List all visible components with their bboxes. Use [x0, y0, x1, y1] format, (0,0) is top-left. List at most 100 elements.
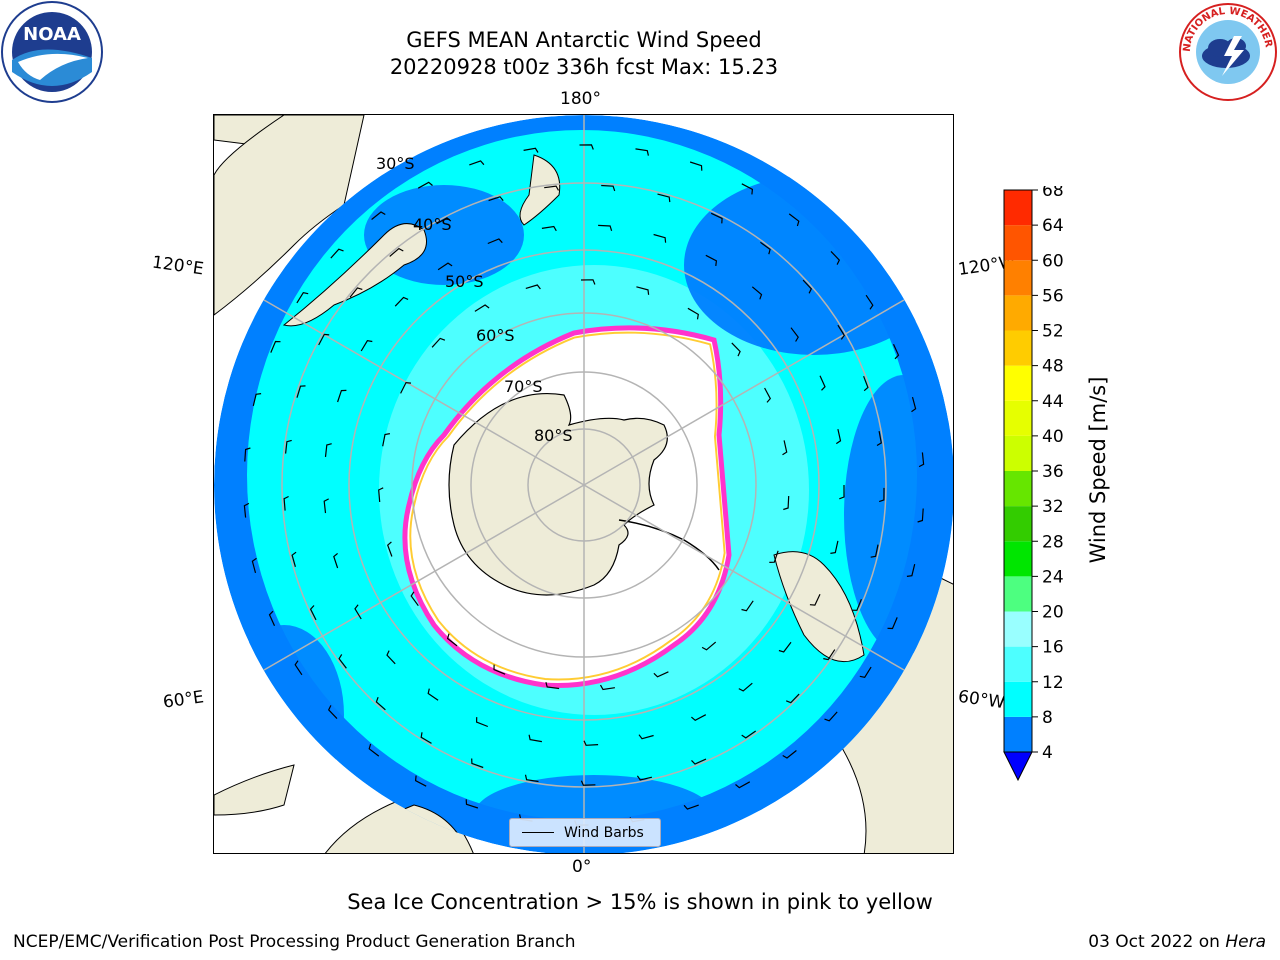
colorbar-bin	[1004, 365, 1032, 401]
noaa-logo-text: NOAA	[23, 24, 81, 45]
national-weather-service-logo: NATIONAL WEATHER SERVICE	[1176, 0, 1277, 101]
noaa-logo: NOAA	[1, 1, 103, 103]
wind-barb	[785, 693, 800, 704]
wind-barb	[892, 344, 900, 360]
wind-barb	[252, 393, 262, 407]
colorbar-tick-label: 48	[1042, 357, 1064, 377]
sea-ice-note: Sea Ice Concentration > 15% is shown in …	[347, 890, 933, 914]
wind-barb	[410, 591, 419, 607]
wind-barb	[878, 487, 885, 503]
wind-barb	[599, 684, 615, 691]
new-zealand	[519, 154, 561, 226]
colorbar-bin	[1004, 330, 1032, 366]
wind-barb	[824, 711, 838, 722]
wind-barb	[735, 781, 751, 789]
wind-barb	[691, 714, 707, 722]
wind-barb	[598, 224, 613, 231]
wind-barb	[906, 563, 916, 577]
wind-barb	[251, 557, 257, 574]
antarctica	[448, 393, 668, 596]
wind-barb	[859, 666, 872, 678]
wind-barb	[583, 740, 599, 746]
wind-barb	[431, 337, 446, 348]
colorbar-tick-label: 36	[1042, 462, 1064, 482]
wind-barb	[296, 385, 306, 398]
colorbar-tick-label: 40	[1042, 427, 1064, 447]
wind-barb	[523, 147, 539, 153]
wind-barb	[870, 544, 879, 558]
wind-barb	[270, 340, 281, 353]
longitude-label-120e: 120°E	[150, 252, 205, 280]
colorbar-tick-label: 20	[1042, 603, 1064, 623]
wind-barb	[705, 254, 718, 266]
colorbar-label: Wind Speed [m/s]	[1086, 376, 1110, 564]
colorbar-tick-label: 68	[1042, 186, 1064, 201]
wind-barb	[427, 688, 439, 701]
wind-barb	[918, 452, 925, 468]
colorbar-under-arrow	[1003, 751, 1033, 782]
colorbar-bin	[1004, 225, 1032, 261]
wind-barb	[417, 181, 433, 189]
colorbar-bin	[1004, 506, 1032, 542]
wind-barb	[830, 250, 841, 265]
wind-barb	[400, 381, 412, 394]
wind-barb	[488, 196, 504, 202]
wind-barb	[465, 799, 479, 809]
wind-barb	[738, 682, 753, 692]
latitude-label-70s: 70°S	[504, 377, 543, 396]
wind-barb	[243, 502, 250, 518]
latitude-label-30s: 30°S	[376, 154, 415, 173]
credit-line: NCEP/EMC/Verification Post Processing Pr…	[13, 932, 576, 952]
wind-barb	[244, 447, 251, 462]
wind-barb	[809, 593, 821, 606]
wind-barb	[691, 758, 707, 765]
chart-title: GEFS MEAN Antarctic Wind Speed	[406, 28, 762, 52]
wind-barb	[327, 705, 338, 720]
antarctic-peninsula	[618, 519, 720, 571]
wind-barb	[638, 734, 654, 740]
latitude-label-40s: 40°S	[413, 215, 452, 234]
wind-barb	[835, 428, 842, 445]
wind-barb	[371, 211, 386, 220]
wind-barb	[653, 233, 667, 243]
wind-barb	[579, 144, 594, 150]
colorbar-bin	[1004, 435, 1032, 471]
colorbar-bin	[1004, 646, 1032, 682]
date-text: 03 Oct 2022 on	[1088, 932, 1220, 952]
longitude-label-bottom: 0°	[572, 857, 592, 877]
wind-barb	[783, 495, 790, 511]
wind-barb	[710, 212, 723, 224]
colorbar-bin	[1004, 541, 1032, 577]
wind-barb	[471, 758, 484, 769]
wind-barb	[683, 804, 699, 810]
wind-barb	[911, 396, 917, 413]
wind-barb	[493, 664, 506, 675]
wind-barb	[741, 183, 754, 195]
wind-barb	[382, 433, 391, 447]
wind-barb	[580, 780, 596, 786]
chart-subtitle: 20220928 t00z 336h fcst Max: 15.23	[389, 55, 779, 79]
colorbar-bin	[1004, 260, 1032, 296]
wind-barb	[474, 304, 490, 312]
wind-barb	[837, 324, 846, 340]
colorbar-tick-label: 44	[1042, 392, 1064, 412]
wind-barb	[330, 248, 344, 259]
latitude-label-80s: 80°S	[534, 426, 573, 445]
wind-barb	[635, 148, 649, 156]
colorbar-bin	[1004, 716, 1032, 752]
wind-barb	[285, 439, 292, 454]
colorbar-tick-label: 60	[1042, 251, 1064, 271]
wind-barb	[337, 389, 347, 403]
wind-barb	[778, 641, 792, 653]
wind-barb	[876, 430, 882, 447]
wind-barb	[819, 375, 826, 391]
polar-map: 30°S 40°S 50°S 60°S 70°S 80°S	[214, 115, 953, 853]
wind-barb	[475, 717, 489, 728]
colorbar-bin	[1004, 681, 1032, 717]
colorbar-tick-label: 52	[1042, 322, 1064, 342]
wind-barb	[394, 296, 409, 307]
wind-barb	[601, 184, 616, 192]
wind-barb	[294, 660, 303, 676]
wind-barb	[769, 550, 779, 563]
latitude-label-60s: 60°S	[476, 326, 515, 345]
